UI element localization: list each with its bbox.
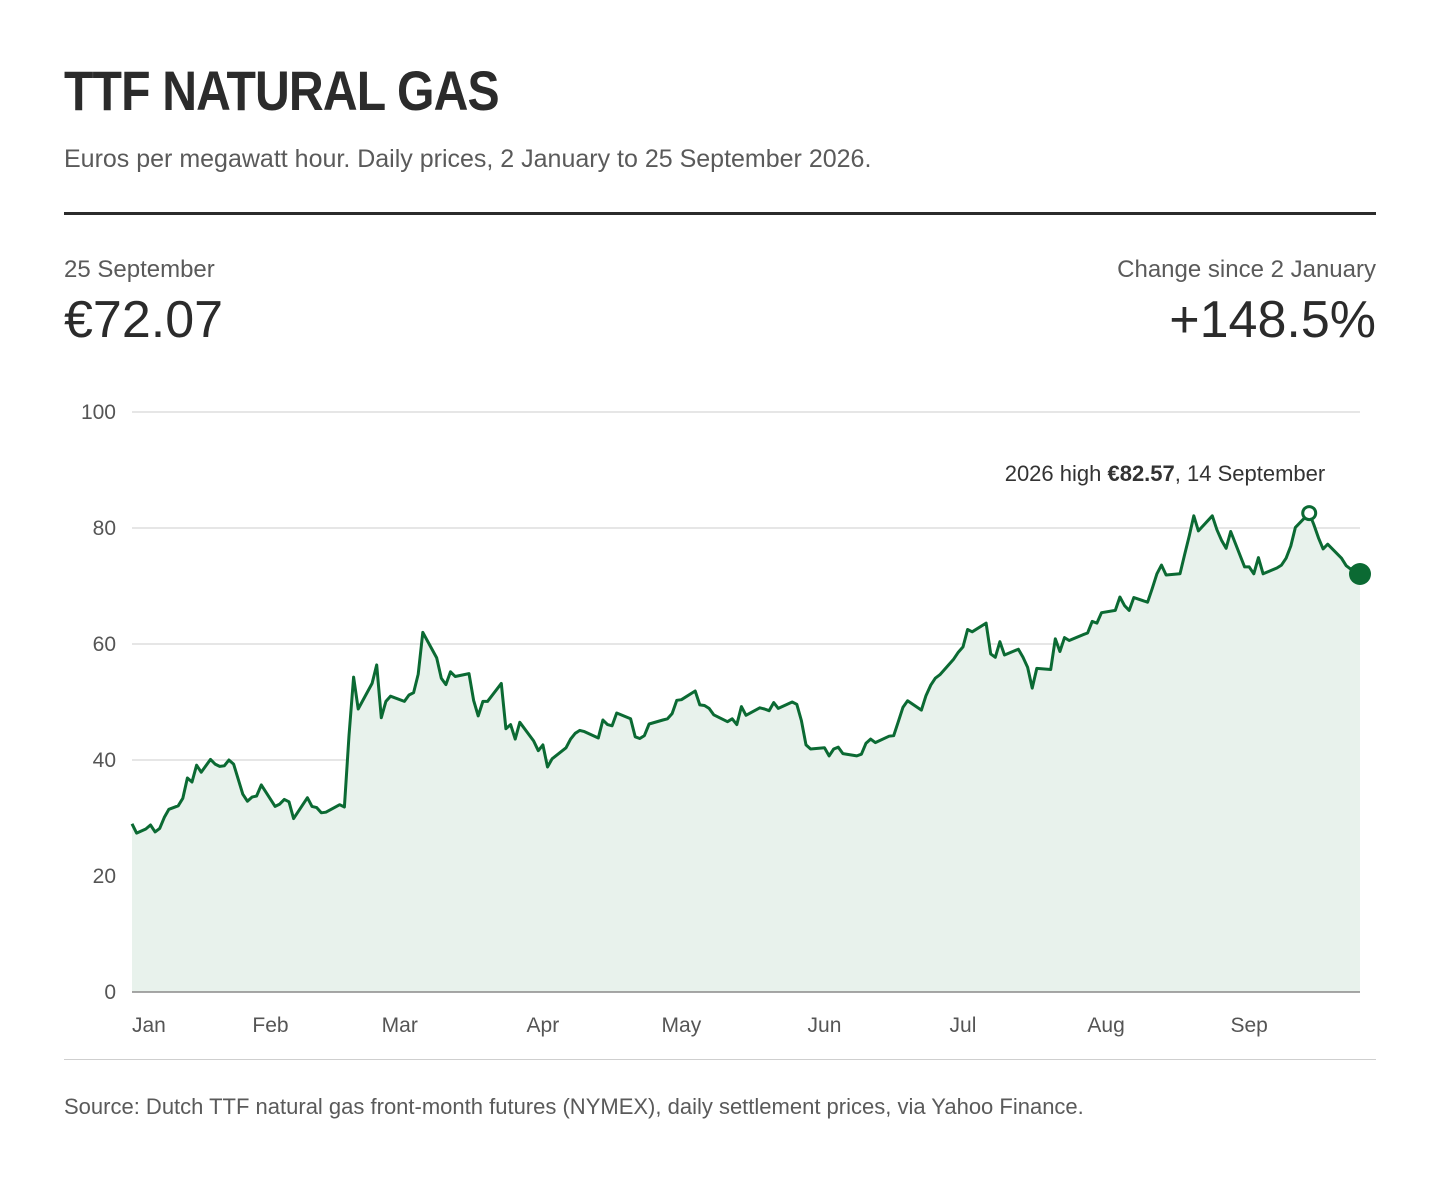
x-tick-label: Jul bbox=[950, 1014, 977, 1037]
x-tick-label: Apr bbox=[527, 1014, 560, 1037]
x-tick-label: May bbox=[662, 1014, 702, 1037]
x-tick-label: Feb bbox=[252, 1014, 288, 1037]
x-axis-ticks: Jan Feb Mar Apr May Jun Jul Aug Sep bbox=[132, 1014, 1268, 1037]
source-note: Source: Dutch TTF natural gas front-mont… bbox=[64, 1094, 1084, 1119]
change-label: Change since 2 January bbox=[1117, 256, 1376, 283]
x-tick-label: Jan bbox=[132, 1014, 166, 1037]
header-divider bbox=[64, 212, 1376, 215]
latest-marker bbox=[1349, 562, 1371, 585]
high-marker bbox=[1301, 505, 1318, 522]
footer-divider bbox=[64, 1059, 1376, 1060]
x-tick-label: Aug bbox=[1087, 1014, 1124, 1037]
high-annotation: 2026 high €82.57, 14 September bbox=[1005, 461, 1326, 486]
latest-date-label: 25 September bbox=[64, 256, 215, 283]
y-tick-label: 40 bbox=[93, 749, 116, 772]
annotation-value: €82.57 bbox=[1107, 461, 1174, 486]
x-tick-label: Jun bbox=[808, 1014, 842, 1037]
latest-price-value: €72.07 bbox=[64, 291, 224, 349]
y-tick-label: 0 bbox=[104, 981, 116, 1004]
annotation-suffix: , 14 September bbox=[1175, 461, 1325, 486]
annotation-prefix: 2026 high bbox=[1005, 461, 1108, 486]
chart-subtitle: Euros per megawatt hour. Daily prices, 2… bbox=[64, 145, 872, 173]
x-tick-label: Mar bbox=[382, 1014, 418, 1037]
chart-title: TTF NATURAL GAS bbox=[64, 59, 500, 122]
y-tick-label: 20 bbox=[93, 865, 116, 888]
y-axis-ticks: 0 20 40 60 80 100 bbox=[81, 401, 116, 1004]
price-chart: 0 20 40 60 80 100 Jan Feb Mar Apr May Jun Jul Aug Sep… bbox=[81, 401, 1371, 1037]
change-value: +148.5% bbox=[1169, 291, 1376, 349]
y-tick-label: 80 bbox=[93, 517, 116, 540]
x-tick-label: Sep bbox=[1231, 1014, 1268, 1037]
price-area bbox=[132, 513, 1360, 992]
y-tick-label: 100 bbox=[81, 401, 116, 424]
price-line bbox=[130, 511, 1362, 835]
y-tick-label: 60 bbox=[93, 633, 116, 656]
